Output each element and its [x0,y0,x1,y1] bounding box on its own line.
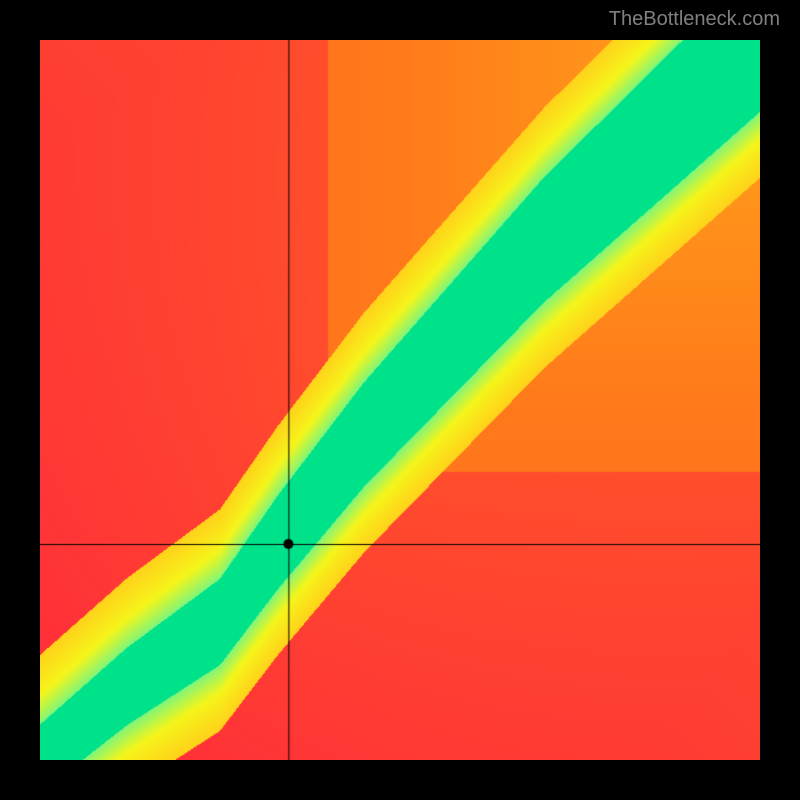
heatmap-canvas [40,40,760,760]
watermark-text: TheBottleneck.com [609,8,780,31]
bottleneck-heatmap [40,40,760,760]
